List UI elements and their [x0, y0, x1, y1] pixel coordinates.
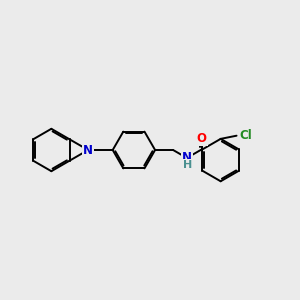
Text: N: N — [83, 143, 93, 157]
Text: O: O — [196, 132, 207, 146]
Text: O: O — [83, 143, 93, 157]
Text: H: H — [183, 160, 193, 170]
Text: N: N — [182, 152, 192, 164]
Text: Cl: Cl — [239, 129, 252, 142]
